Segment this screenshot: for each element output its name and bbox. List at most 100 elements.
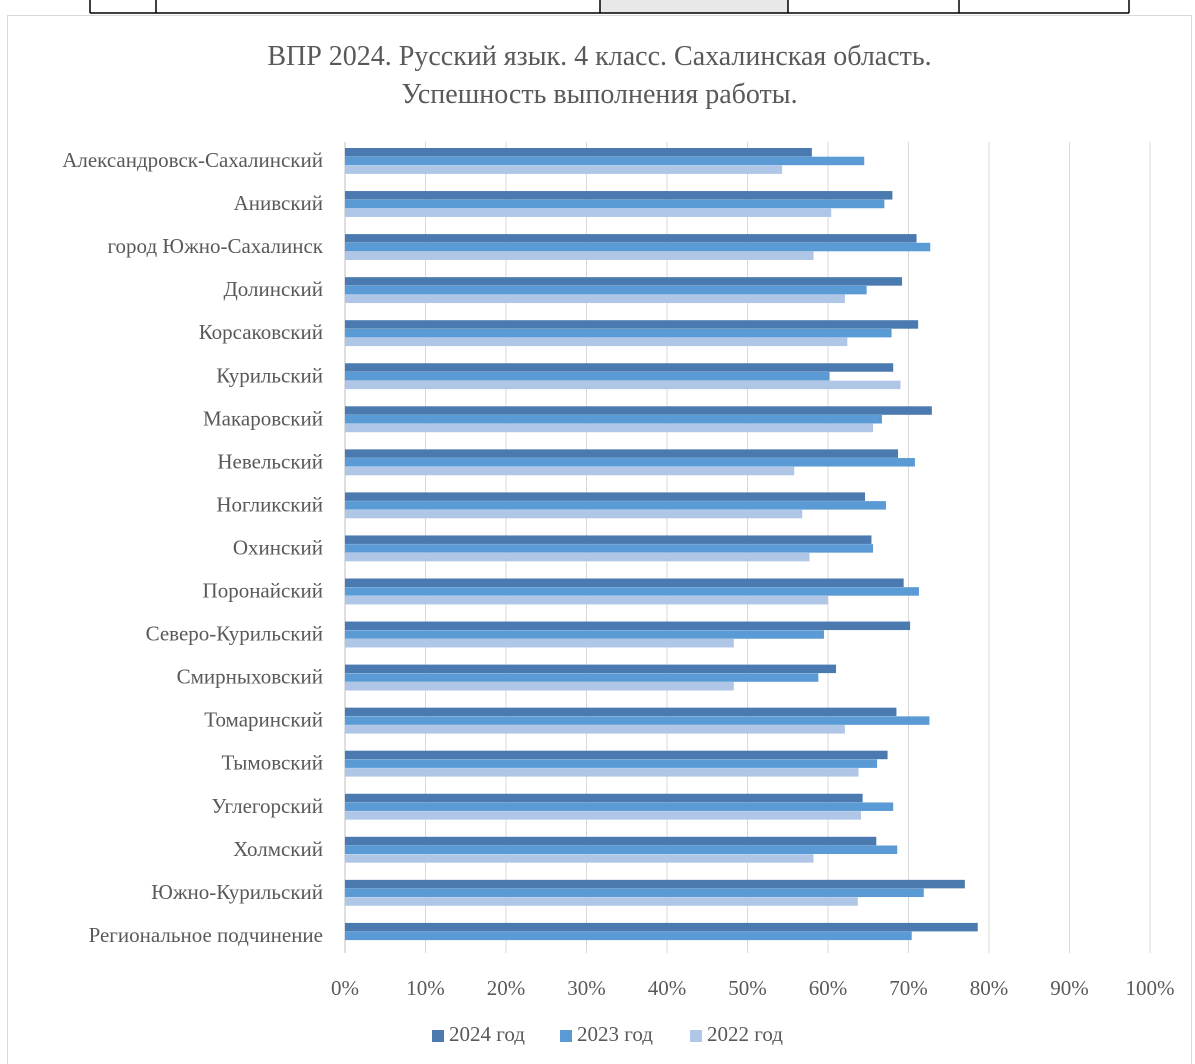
bar [345,716,930,725]
category-label: Смирныховский [177,665,323,689]
bar [345,294,845,304]
x-tick-label: 40% [648,976,687,1000]
bar [345,750,888,760]
bar [345,285,867,295]
bar [345,380,901,390]
x-tick-label: 60% [809,976,848,1000]
table-fragment-lines [89,0,1130,14]
legend-label: 2022 год [707,1022,783,1046]
bar [345,845,898,854]
bar [345,406,932,415]
x-tick-labels: 0% 10% 20% 30% 40% 50% 60% 70% 80% 90% 100% [331,976,1175,1000]
category-label: Тымовский [222,751,323,775]
bar [345,199,885,209]
category-label: Томаринский [204,708,323,732]
bar [345,156,865,166]
bar [345,458,915,467]
x-tick-label: 50% [728,976,767,1000]
category-labels: Александровск-Сахалинский Анивский город Ю… [62,148,324,947]
bar [345,802,894,811]
bar [345,251,814,260]
legend-label: 2024 год [449,1022,525,1046]
bar [345,242,931,252]
category-label: Анивский [234,191,323,215]
bar [345,587,919,596]
bar [345,449,899,458]
bar [345,836,877,846]
x-tick-label: 100% [1126,976,1175,1000]
bar [345,234,917,243]
category-label: город Южно-Сахалинск [107,234,323,258]
bar [345,682,734,691]
bar [345,492,866,501]
x-tick-label: 0% [331,976,359,1000]
x-tick-label: 30% [567,976,606,1000]
bar [345,552,810,562]
bar [345,922,978,932]
legend-swatch [432,1030,444,1042]
bar [345,148,812,157]
category-label: Невельский [217,449,323,473]
category-label: Долинский [223,277,323,301]
category-label: Северо-Курильский [146,622,323,646]
bar [345,725,845,734]
bar [345,466,795,476]
bar [345,630,824,639]
bar [345,544,874,553]
chart-title: ВПР 2024. Русский язык. 4 класс. Сахалин… [267,41,932,72]
bar [345,208,832,217]
bar [345,768,859,777]
bar [345,811,862,820]
bar [345,854,814,863]
legend-swatch [690,1030,702,1042]
category-label: Корсаковский [199,320,323,344]
bar [345,277,903,286]
bar [345,759,878,768]
legend-label: 2023 год [577,1022,653,1046]
legend: 2024 год 2023 год 2022 год [432,1022,783,1046]
bar [345,707,897,717]
x-tick-label: 80% [970,976,1009,1000]
bar [345,509,803,519]
x-tick-label: 10% [406,976,445,1000]
bar [345,501,886,510]
category-label: Региональное подчинение [89,923,323,947]
x-tick-label: 70% [889,976,928,1000]
category-label: Александровск-Сахалинский [62,148,323,172]
bar [345,191,893,200]
bar [345,793,863,803]
table-fragment [0,0,1195,16]
category-label: Охинский [233,535,323,559]
x-tick-label: 90% [1050,976,1089,1000]
bar [345,371,830,381]
bar [345,897,858,906]
bar [345,638,734,648]
bar [345,320,919,329]
chart-subtitle: Успешность выполнения работы. [401,79,798,110]
category-label: Поронайский [203,579,323,603]
bar [345,931,912,941]
bars [345,148,978,941]
bar [345,879,965,889]
bar [345,337,848,347]
category-label: Южно-Курильский [151,880,323,904]
category-label: Углегорский [212,794,323,818]
bar [345,664,837,674]
bar [345,328,892,338]
bar [345,165,783,174]
bar [345,621,911,631]
category-label: Холмский [233,837,323,861]
bar [345,888,924,898]
bar [345,673,819,682]
category-label: Макаровский [203,406,323,430]
category-label: Курильский [216,363,323,387]
legend-swatch [560,1030,572,1042]
bar [345,578,904,587]
bar [345,363,894,372]
x-tick-label: 20% [487,976,526,1000]
category-label: Ногликский [216,492,323,516]
bar [345,595,828,605]
bar [345,415,882,424]
bar [345,423,874,433]
